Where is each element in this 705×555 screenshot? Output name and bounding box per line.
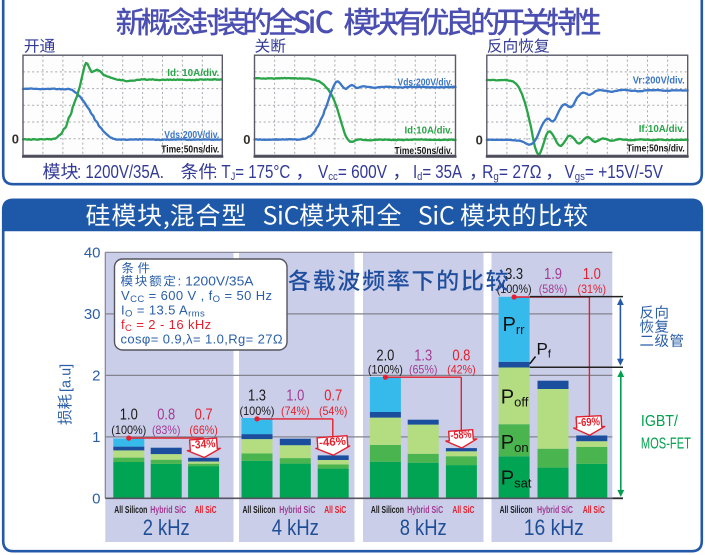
svg-text:Vgs= +15V/-5V: Vgs= +15V/-5V bbox=[565, 162, 664, 183]
svg-text:0: 0 bbox=[243, 132, 250, 147]
svg-text:IGBT/: IGBT/ bbox=[641, 413, 679, 430]
svg-text:0.7: 0.7 bbox=[324, 387, 342, 404]
svg-text:1.3: 1.3 bbox=[414, 348, 432, 365]
svg-text:[a.u]: [a.u] bbox=[59, 364, 75, 392]
svg-text:All SiC: All SiC bbox=[583, 505, 605, 516]
svg-text:1.0: 1.0 bbox=[583, 266, 601, 283]
svg-text:Time:50ns/div.: Time:50ns/div. bbox=[161, 144, 219, 156]
svg-text:1.0: 1.0 bbox=[120, 406, 138, 423]
svg-text:0: 0 bbox=[92, 490, 100, 507]
svg-text:VCC = 600 V , fO = 50 Hz: VCC = 600 V , fO = 50 Hz bbox=[121, 288, 272, 305]
svg-text:fC = 2 - 16 kHz: fC = 2 - 16 kHz bbox=[121, 317, 212, 334]
svg-text:1: 1 bbox=[92, 429, 100, 446]
svg-text:(31%): (31%) bbox=[578, 282, 607, 296]
svg-text:MOS-FET: MOS-FET bbox=[641, 436, 691, 453]
svg-text:0.8: 0.8 bbox=[157, 406, 175, 423]
svg-text:(100%): (100%) bbox=[497, 282, 532, 296]
svg-text:(65%): (65%) bbox=[409, 363, 438, 377]
svg-text:0.8: 0.8 bbox=[452, 348, 470, 365]
svg-text:: TJ= 175°C: : TJ= 175°C bbox=[213, 162, 290, 183]
svg-text:-46%: -46% bbox=[319, 436, 347, 450]
svg-text:If:10A/div.: If:10A/div. bbox=[639, 123, 685, 135]
svg-text:-58%: -58% bbox=[450, 429, 472, 442]
svg-text:Id:10A/div.: Id:10A/div. bbox=[405, 125, 453, 137]
svg-text:All Silicon: All Silicon bbox=[114, 505, 147, 516]
svg-text:(100%): (100%) bbox=[111, 423, 146, 437]
svg-text:(83%): (83%) bbox=[152, 423, 181, 437]
svg-text:(100%): (100%) bbox=[368, 363, 403, 377]
svg-text:0.7: 0.7 bbox=[195, 406, 213, 423]
svg-text:16 kHz: 16 kHz bbox=[524, 515, 584, 540]
svg-text:-34%: -34% bbox=[191, 438, 216, 452]
svg-text:Vds:200V/div.: Vds:200V/div. bbox=[398, 77, 453, 89]
svg-text:0: 0 bbox=[12, 132, 19, 147]
svg-text:Hybrid SiC: Hybrid SiC bbox=[537, 505, 573, 516]
svg-text:Id: 10A/div.: Id: 10A/div. bbox=[167, 67, 219, 79]
svg-text:(74%): (74%) bbox=[281, 404, 310, 418]
svg-text:Time:50ns/div.: Time:50ns/div. bbox=[627, 143, 685, 155]
svg-text:40: 40 bbox=[84, 244, 101, 261]
svg-text:-69%: -69% bbox=[578, 416, 601, 429]
svg-text:2 kHz: 2 kHz bbox=[143, 515, 190, 540]
svg-text:All SiC: All SiC bbox=[195, 505, 217, 516]
svg-text:(66%): (66%) bbox=[189, 423, 218, 437]
svg-text:(100%): (100%) bbox=[240, 404, 275, 418]
svg-text:Time:50ns/div.: Time:50ns/div. bbox=[395, 145, 453, 157]
svg-text:1.3: 1.3 bbox=[248, 387, 266, 404]
svg-text:All Silicon: All Silicon bbox=[371, 505, 404, 516]
svg-text:All Silicon: All Silicon bbox=[500, 505, 533, 516]
svg-text:Vds:200V/div.: Vds:200V/div. bbox=[164, 129, 219, 141]
svg-text:Id= 35A: Id= 35A bbox=[413, 162, 462, 183]
svg-text:Hybrid SiC: Hybrid SiC bbox=[279, 505, 315, 516]
svg-text:1.0: 1.0 bbox=[286, 387, 304, 404]
svg-text:Rg= 27Ω: Rg= 27Ω bbox=[482, 162, 541, 183]
svg-text:2.0: 2.0 bbox=[376, 348, 394, 365]
svg-text:1.9: 1.9 bbox=[544, 266, 562, 283]
svg-text:cosφ= 0.9,λ= 1.0,Rg= 27Ω: cosφ= 0.9,λ= 1.0,Rg= 27Ω bbox=[121, 332, 284, 347]
svg-text:IO = 13.5 Arms: IO = 13.5 Arms bbox=[121, 303, 205, 320]
svg-text:All Silicon: All Silicon bbox=[243, 505, 276, 516]
svg-text:All SiC: All SiC bbox=[452, 505, 474, 516]
svg-text:Hybrid SiC: Hybrid SiC bbox=[407, 505, 443, 516]
svg-text:Hybrid SiC: Hybrid SiC bbox=[150, 505, 186, 516]
svg-text:30: 30 bbox=[84, 306, 101, 323]
svg-text:2: 2 bbox=[92, 367, 100, 384]
svg-text:: 1200V/35A: : 1200V/35A bbox=[178, 274, 254, 289]
svg-text:4 kHz: 4 kHz bbox=[272, 515, 319, 540]
svg-text:8 kHz: 8 kHz bbox=[400, 515, 447, 540]
svg-text:0: 0 bbox=[476, 132, 483, 147]
svg-text:(42%): (42%) bbox=[447, 363, 476, 377]
svg-text:(54%): (54%) bbox=[319, 404, 348, 418]
svg-text:3.3: 3.3 bbox=[505, 266, 523, 283]
svg-text:Vr:200V/div.: Vr:200V/div. bbox=[633, 75, 685, 87]
svg-text:All SiC: All SiC bbox=[324, 505, 346, 516]
svg-text:: 1200V/35A.: : 1200V/35A. bbox=[77, 162, 164, 182]
svg-text:(58%): (58%) bbox=[539, 282, 568, 296]
